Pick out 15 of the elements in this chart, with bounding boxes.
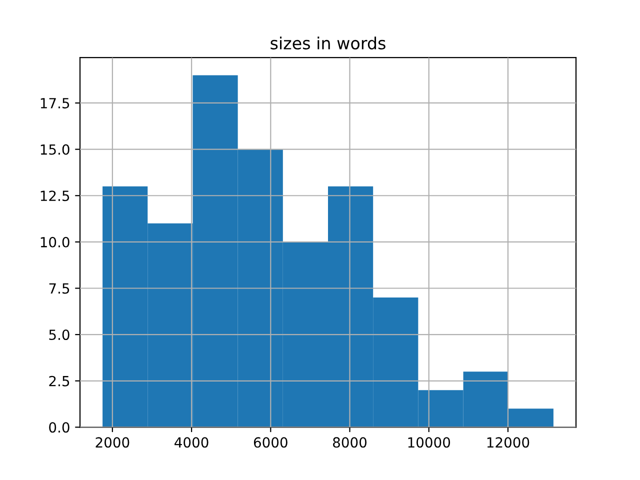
x-tick-label: 10000 [408,437,450,448]
x-tick-label: 6000 [254,437,288,448]
y-tick-label: 7.5 [49,283,70,294]
y-tick-label: 5.0 [49,330,70,340]
y-tick-label: 0.0 [49,422,70,433]
y-tick-label: 15.0 [40,144,70,155]
x-tick-label: 8000 [333,437,367,448]
x-tick-label: 2000 [96,437,130,448]
x-tick-label: 12000 [487,437,530,448]
x-tick-label: 4000 [174,437,208,448]
chart-title: sizes in words [270,36,386,50]
y-tick-label: 12.5 [40,190,70,202]
y-tick-label: 10.0 [40,236,70,248]
y-tick-label: 2.5 [49,376,70,386]
y-tick-label: 17.5 [40,98,70,108]
